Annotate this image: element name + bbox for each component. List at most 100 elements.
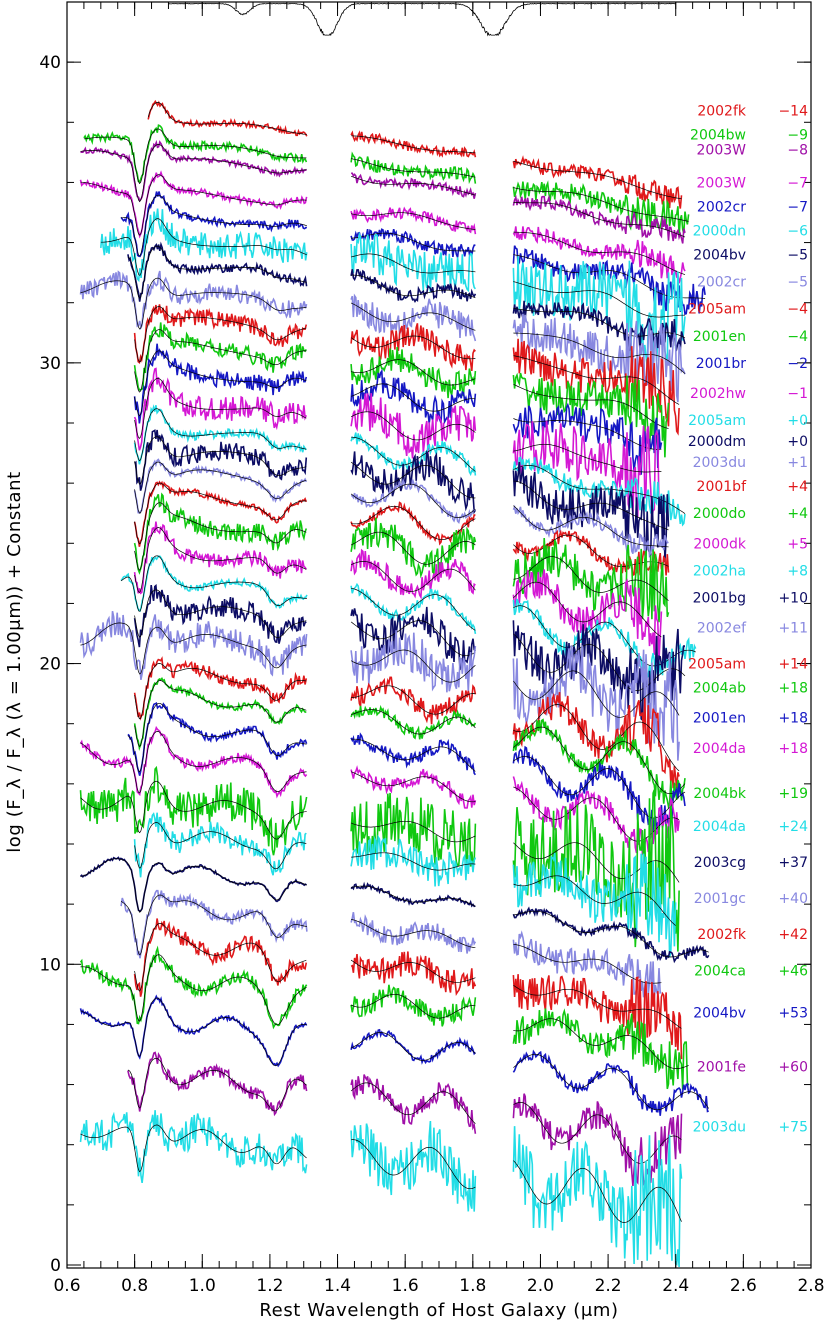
legend-epoch: +14 [778,657,808,673]
spectrum-fit [513,281,685,318]
spectrum-line [512,313,686,403]
spectrum-series [133,492,670,623]
spectrum-fit [134,589,307,638]
spectrum-series [133,812,677,958]
x-tick-label: 2.0 [527,1276,554,1296]
spectrum-fit [134,350,307,417]
spectrum-fit [513,418,662,450]
spectrum-line [120,191,307,258]
spectrum-line [350,704,477,740]
spectrum-line [512,504,669,559]
spectrum-fit [513,1018,689,1069]
spectrum-series [79,170,686,284]
spectrum-series [79,270,686,403]
spectrum-line [133,656,308,721]
spectrum-line [512,194,686,244]
legend-epoch: +18 [778,711,808,727]
spectrum-fit [134,502,307,571]
spectrum-line [350,881,476,908]
x-tick-label: 2.6 [730,1276,757,1296]
spectrum-fit [513,307,686,339]
spectrum-line [133,480,308,547]
spectrum-fit [80,731,307,794]
legend-epoch: +18 [778,681,808,697]
spectrum-series [79,1110,683,1268]
legend-epoch: +1 [787,455,808,471]
spectrum-line [127,702,308,776]
spectrum-line [350,393,477,459]
spectrum-series [79,856,710,964]
spectrum-line [79,725,308,799]
spectrum-line [512,155,683,209]
spectrum-fit [350,461,476,499]
spectrum-line [350,1028,476,1065]
spectrum-fit [80,780,307,840]
spectrum-fit [350,709,476,735]
spectrum-fit [513,756,686,819]
x-axis: 0.6 0.8 1.0 1.2 1.4 1.6 1.8 2.0 2.2 2.4 2.6 2.8 [53,2,825,1296]
spectrum-line [350,630,477,693]
legend-epoch: +53 [778,1005,808,1021]
legend-sn-name: 2001fe [697,1060,746,1076]
legend-epoch: −6 [787,224,808,240]
legend-epoch: +4 [787,479,808,495]
spectrum-line [350,206,477,235]
legend-epoch: +0 [787,434,808,450]
spectrum-line [512,569,663,661]
spectrum-fit [351,1139,476,1190]
spectrum-line [134,429,308,491]
spectrum-series [133,918,683,1060]
spectrum-fit [350,359,476,386]
spectrum-line [133,521,307,595]
spectrum-line [512,974,683,1060]
legend-epoch: −14 [778,103,808,119]
legend-sn-name: 2002ef [697,620,747,636]
spectrum-fit [134,377,307,439]
spectrum-line [350,606,476,671]
spectrum-fit [513,556,669,601]
spectrum-series [133,322,670,458]
legend-epoch: +24 [778,819,808,835]
spectrum-line [512,338,680,436]
legend-sn-name: 2002ha [693,563,746,579]
legend-epoch: +46 [778,963,808,979]
spectrum-fit [80,1124,307,1173]
spectrum-fit [513,1053,709,1111]
spectrum-line [350,449,477,515]
spectrum-fit [513,704,680,772]
spectrum-series [147,99,683,209]
legend-epoch: +5 [787,536,808,552]
spectrum-line [512,402,663,475]
spectrum-line [512,776,680,855]
legend-sn-name: 2005am [688,302,746,318]
legend-sn-name: 2000do [693,506,746,522]
spectrum-series [133,656,680,789]
legend-sn-name: 2001bg [693,590,746,606]
legend-epoch: −1 [787,386,808,402]
spectrum-fit [134,482,307,545]
spectrum-fit [350,620,476,657]
spectrum-fit [83,128,307,185]
spectrum-fit [351,738,476,772]
spectrum-fit [350,561,476,592]
spectrum-line [512,645,680,761]
legend-sn-name: 2002fk [697,103,747,119]
spectrum-fit [351,253,476,274]
spectrum-line [133,458,308,514]
y-tick-label: 40 [39,53,61,73]
legend-sn-name: 2005am [688,657,746,673]
spectrum-fit [350,411,476,441]
spectrum-line [350,912,477,954]
y-tick-label: 20 [39,655,61,675]
spectrum-line [512,456,686,527]
spectrum-fit [134,306,307,363]
spectrum-line [133,584,307,648]
spectrum-line [127,1051,308,1117]
y-axis-title: log (F_λ / F_λ (λ = 1.00μm)) + Constant [4,471,25,853]
spectrum-fit [120,555,307,612]
spectrum-fit [513,231,686,276]
legend-epoch: −7 [787,199,808,215]
spectrum-line [512,1008,690,1090]
spectrum-fit [127,245,307,299]
